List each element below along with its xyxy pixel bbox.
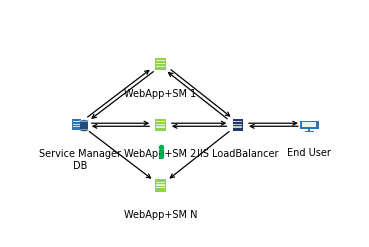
FancyBboxPatch shape <box>156 182 165 183</box>
FancyBboxPatch shape <box>156 65 165 67</box>
FancyBboxPatch shape <box>72 119 81 130</box>
FancyBboxPatch shape <box>156 63 165 64</box>
Text: WebApp+SM 2: WebApp+SM 2 <box>124 149 197 160</box>
Text: WebApp+SM 1: WebApp+SM 1 <box>124 89 197 99</box>
FancyBboxPatch shape <box>232 119 243 131</box>
FancyBboxPatch shape <box>73 121 80 122</box>
FancyBboxPatch shape <box>156 187 165 188</box>
FancyBboxPatch shape <box>73 124 80 125</box>
FancyBboxPatch shape <box>308 129 310 131</box>
FancyBboxPatch shape <box>156 60 165 61</box>
FancyBboxPatch shape <box>302 122 317 127</box>
Text: Service Manager
DB: Service Manager DB <box>39 149 121 171</box>
FancyBboxPatch shape <box>73 126 80 127</box>
Text: IIS LoadBalancer: IIS LoadBalancer <box>197 149 279 160</box>
FancyBboxPatch shape <box>233 121 242 122</box>
Ellipse shape <box>80 129 89 131</box>
FancyBboxPatch shape <box>155 58 166 70</box>
FancyBboxPatch shape <box>156 126 165 127</box>
FancyBboxPatch shape <box>305 131 314 132</box>
FancyBboxPatch shape <box>155 119 166 131</box>
FancyBboxPatch shape <box>300 121 318 129</box>
Text: WebApp+SM N: WebApp+SM N <box>124 210 197 220</box>
FancyBboxPatch shape <box>156 121 165 122</box>
FancyBboxPatch shape <box>155 179 166 192</box>
FancyBboxPatch shape <box>156 124 165 125</box>
Ellipse shape <box>80 120 89 122</box>
Text: End User: End User <box>287 147 331 158</box>
FancyBboxPatch shape <box>233 124 242 125</box>
FancyBboxPatch shape <box>80 121 89 130</box>
FancyBboxPatch shape <box>233 126 242 127</box>
